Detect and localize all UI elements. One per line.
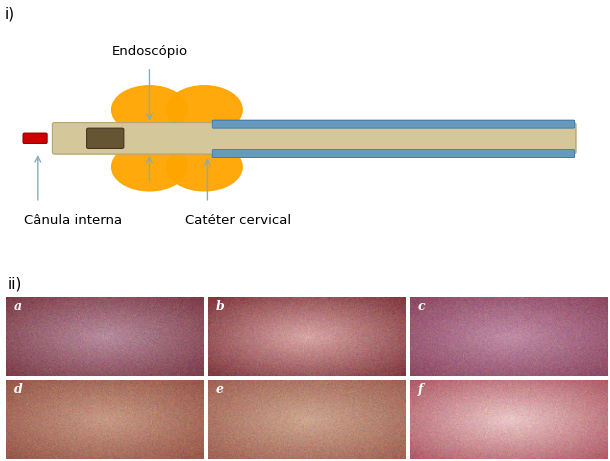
FancyBboxPatch shape bbox=[23, 133, 47, 143]
FancyBboxPatch shape bbox=[23, 133, 47, 143]
FancyBboxPatch shape bbox=[212, 149, 575, 158]
Ellipse shape bbox=[167, 143, 242, 191]
Text: c: c bbox=[418, 301, 425, 313]
FancyBboxPatch shape bbox=[52, 123, 576, 154]
Ellipse shape bbox=[112, 143, 187, 191]
Text: Catéter cervical: Catéter cervical bbox=[185, 214, 291, 227]
Text: ii): ii) bbox=[7, 276, 22, 291]
Text: Cânula interna: Cânula interna bbox=[24, 214, 122, 227]
FancyBboxPatch shape bbox=[212, 120, 575, 128]
FancyBboxPatch shape bbox=[87, 128, 124, 148]
Text: e: e bbox=[216, 383, 224, 396]
Text: b: b bbox=[216, 301, 224, 313]
Text: a: a bbox=[14, 301, 22, 313]
Text: i): i) bbox=[5, 7, 15, 22]
Ellipse shape bbox=[167, 86, 242, 134]
Text: d: d bbox=[14, 383, 23, 396]
Text: Endoscópio: Endoscópio bbox=[112, 45, 187, 58]
Text: f: f bbox=[418, 383, 423, 396]
FancyBboxPatch shape bbox=[212, 149, 575, 158]
Ellipse shape bbox=[112, 86, 187, 134]
FancyBboxPatch shape bbox=[87, 128, 124, 148]
FancyBboxPatch shape bbox=[212, 120, 575, 128]
FancyBboxPatch shape bbox=[52, 123, 576, 154]
